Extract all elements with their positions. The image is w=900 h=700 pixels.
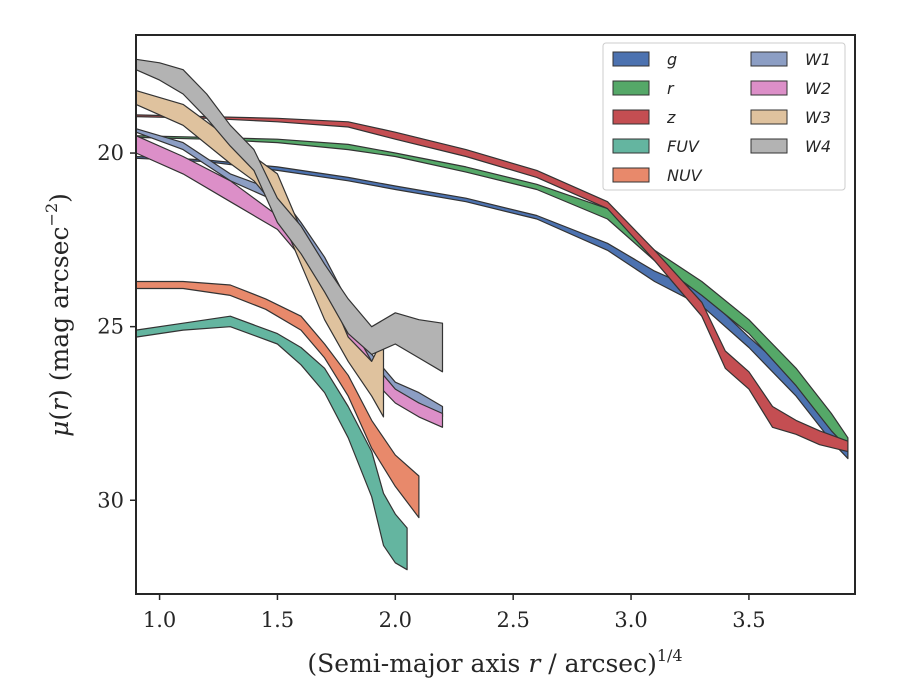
legend-label-W2: W2 <box>805 79 831 98</box>
x-axis-ticks: 1.0 1.5 2.0 2.5 3.0 3.5 <box>143 594 766 632</box>
x-tick-label: 2.5 <box>496 608 529 632</box>
y-tick-label: 30 <box>97 488 124 512</box>
band-z <box>135 114 849 453</box>
legend-swatch-W2 <box>750 80 788 96</box>
legend-label-r: r <box>667 79 675 98</box>
legend-label-W3: W3 <box>805 108 831 127</box>
legend-swatch-r <box>612 80 650 96</box>
band-g <box>135 155 849 460</box>
legend-label-W1: W1 <box>805 50 831 69</box>
legend-swatch-W1 <box>750 51 788 67</box>
legend-swatch-NUV <box>612 167 650 183</box>
y-axis-ticks: 20 25 30 <box>97 141 136 512</box>
x-tick-label: 3.5 <box>732 608 765 632</box>
x-axis-label: (Semi-major axis r / arcsec)1/4 <box>307 646 682 678</box>
band-W4 <box>135 58 444 373</box>
legend-swatch-g <box>612 51 650 67</box>
legend: grz FUV NUV W1 W2 W3 W4 <box>602 42 846 191</box>
band-FUV <box>135 315 408 571</box>
legend-swatch-W4 <box>750 138 788 154</box>
legend-swatch-FUV <box>612 138 650 154</box>
legend-label-z: z <box>666 108 676 127</box>
y-tick-label: 25 <box>97 315 124 339</box>
y-axis-label: μ(r) (mag arcsec−2) <box>42 193 74 437</box>
band-W3 <box>135 90 385 418</box>
legend-label-W4: W4 <box>805 137 831 156</box>
legend-label-g: g <box>667 50 677 69</box>
legend-swatch-W3 <box>750 109 788 125</box>
y-tick-label: 20 <box>97 141 124 165</box>
legend-swatch-z <box>612 109 650 125</box>
band-NUV <box>135 280 420 519</box>
x-tick-label: 1.5 <box>261 608 294 632</box>
legend-label-NUV: NUV <box>667 166 703 185</box>
legend-label-FUV: FUV <box>667 137 700 156</box>
x-tick-label: 3.0 <box>614 608 647 632</box>
profile-bands <box>135 58 849 571</box>
x-tick-label: 1.0 <box>143 608 176 632</box>
plot-frame <box>135 34 856 595</box>
x-tick-label: 2.0 <box>379 608 412 632</box>
